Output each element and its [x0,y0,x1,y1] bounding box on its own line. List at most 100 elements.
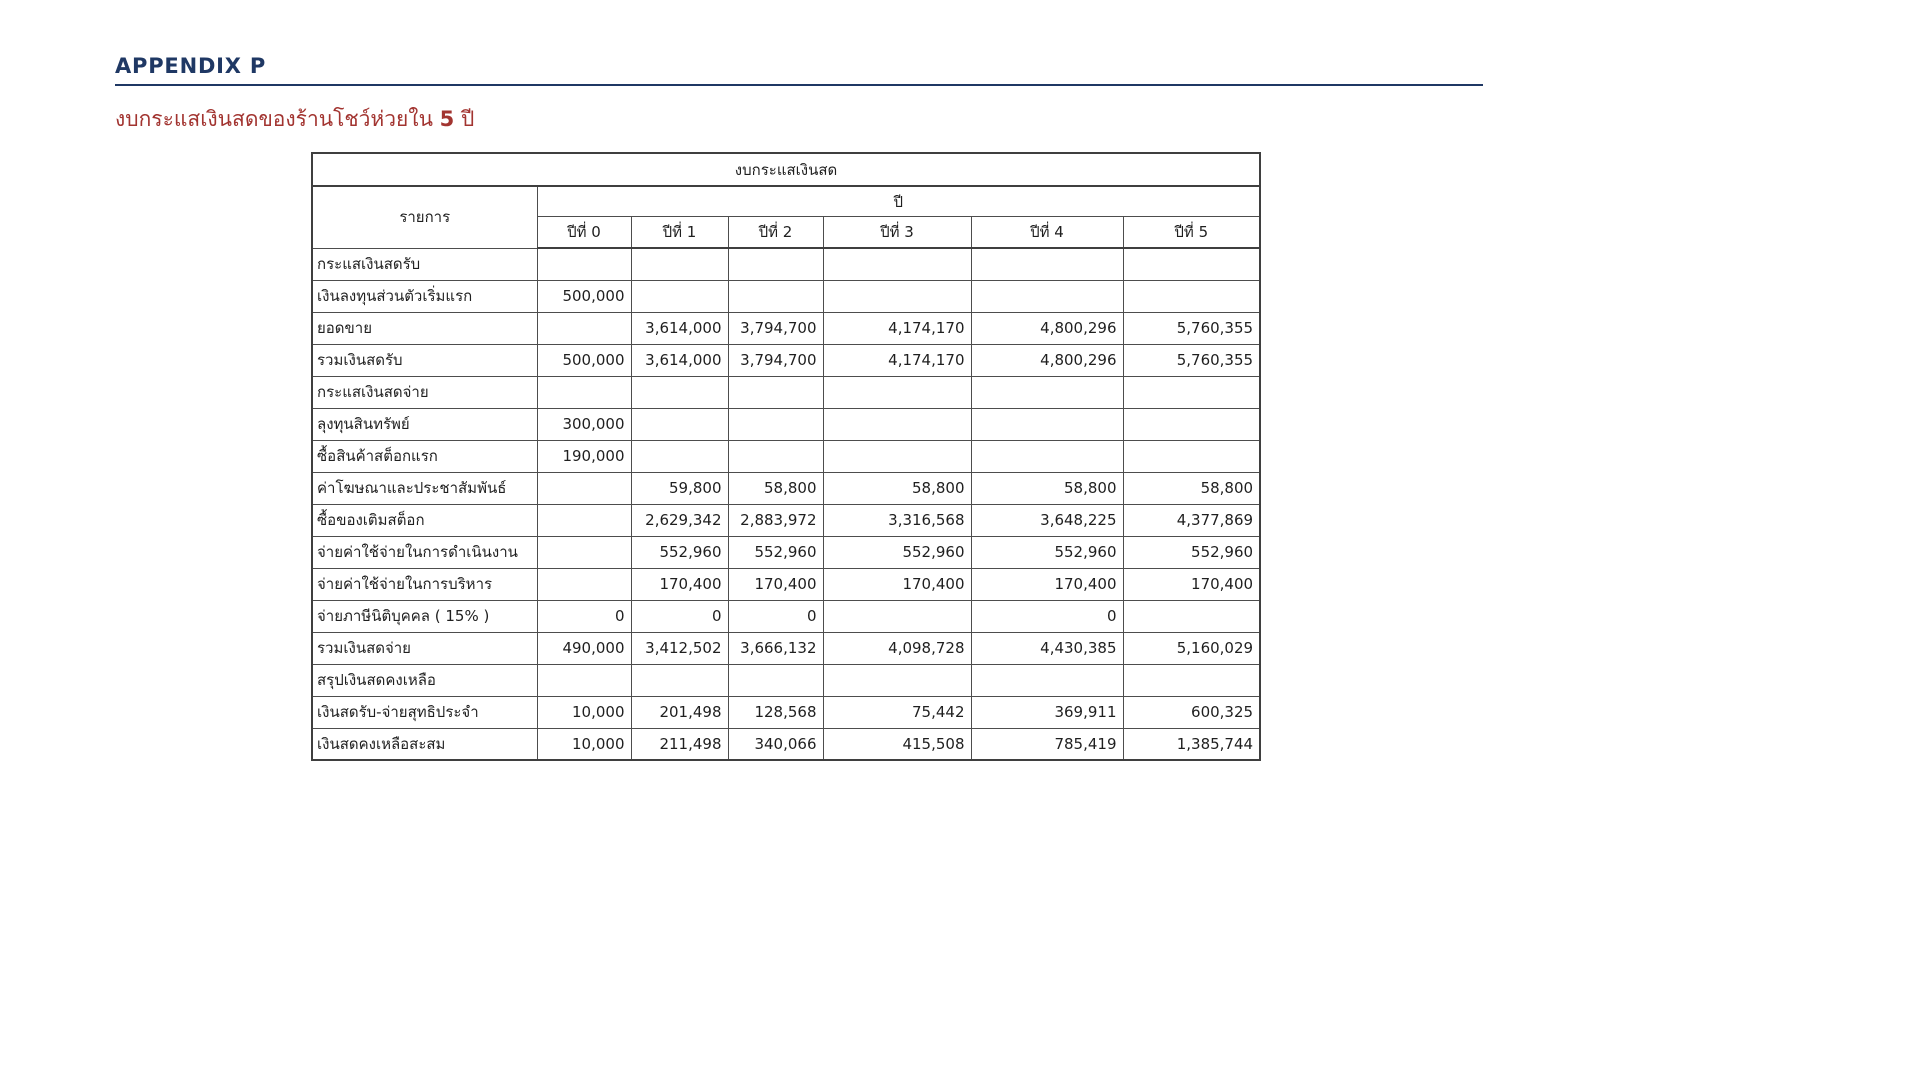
row-value-year-2: 170,400 [727,567,824,601]
row-value-year-1: 2,629,342 [630,503,729,537]
page-title: APPENDIX P [115,54,267,78]
row-label: ซื้อสินค้าสต็อกแรก [311,439,538,473]
row-value-year-4 [970,407,1124,441]
document-subtitle: งบกระแสเงินสดของร้านโชว์ห่วยใน 5 ปี [115,103,474,136]
row-value-year-0 [536,663,632,697]
row-value-year-5: 58,800 [1122,471,1261,505]
table-row: จ่ายภาษีนิติบุคคล ( 15% ) 0 0 0 0 [311,599,1261,633]
row-value-year-1 [630,375,729,409]
row-value-year-5: 4,377,869 [1122,503,1261,537]
row-label: ค่าโฆษณาและประชาสัมพันธ์ [311,471,538,505]
row-value-year-1: 3,614,000 [630,343,729,377]
row-value-year-2 [727,663,824,697]
row-value-year-5: 5,760,355 [1122,343,1261,377]
row-label: สรุปเงินสดคงเหลือ [311,663,538,697]
row-label: จ่ายค่าใช้จ่ายในการดำเนินงาน [311,535,538,569]
row-value-year-0: 0 [536,599,632,633]
row-value-year-2: 340,066 [727,727,824,761]
items-column-header: รายการ [311,185,538,249]
row-value-year-0 [536,535,632,569]
row-value-year-2 [727,439,824,473]
row-label: กระแสเงินสดจ่าย [311,375,538,409]
row-value-year-1: 201,498 [630,695,729,729]
row-value-year-0: 10,000 [536,695,632,729]
row-value-year-2 [727,407,824,441]
row-value-year-2 [727,247,824,281]
appendix-heading-rule: APPENDIX P [115,54,1483,86]
year-column-header: ปีที่ 3 [822,216,972,249]
row-value-year-0: 500,000 [536,343,632,377]
row-value-year-5: 1,385,744 [1122,727,1261,761]
row-label: รวมเงินสดรับ [311,343,538,377]
row-value-year-3: 4,098,728 [822,631,972,665]
year-group-header: ปี [536,185,1261,217]
row-value-year-0 [536,247,632,281]
row-value-year-0 [536,375,632,409]
row-value-year-4 [970,439,1124,473]
row-label: จ่ายภาษีนิติบุคคล ( 15% ) [311,599,538,633]
row-label: ซื้อของเติมสต็อก [311,503,538,537]
row-value-year-2: 3,666,132 [727,631,824,665]
row-value-year-3: 75,442 [822,695,972,729]
row-value-year-5: 5,760,355 [1122,311,1261,345]
row-value-year-5 [1122,599,1261,633]
row-value-year-1: 0 [630,599,729,633]
table-row: กระแสเงินสดจ่าย [311,375,1261,409]
row-value-year-4: 4,800,296 [970,311,1124,345]
row-label: เงินลงทุนส่วนตัวเริ่มแรก [311,279,538,313]
row-label: เงินสดคงเหลือสะสม [311,727,538,761]
row-value-year-3: 58,800 [822,471,972,505]
row-value-year-3 [822,375,972,409]
row-value-year-4: 3,648,225 [970,503,1124,537]
row-value-year-1: 170,400 [630,567,729,601]
row-value-year-2: 58,800 [727,471,824,505]
cash-flow-table: งบกระแสเงินสด รายการ ปี ปีที่ 0 ปีที่ 1 ปี… [311,152,1262,761]
row-value-year-1 [630,279,729,313]
row-value-year-2: 0 [727,599,824,633]
table-row: ลุงทุนสินทรัพย์ 300,000 [311,407,1261,441]
row-value-year-1: 211,498 [630,727,729,761]
row-value-year-4: 58,800 [970,471,1124,505]
row-value-year-1 [630,247,729,281]
row-value-year-3 [822,407,972,441]
table-row: รวมเงินสดรับ 500,000 3,614,000 3,794,700 4,1… [311,343,1261,377]
row-label: จ่ายค่าใช้จ่ายในการบริหาร [311,567,538,601]
row-value-year-5 [1122,407,1261,441]
row-value-year-1 [630,407,729,441]
row-value-year-4 [970,375,1124,409]
table-row: รวมเงินสดจ่าย 490,000 3,412,502 3,666,132 4,… [311,631,1261,665]
row-value-year-2: 2,883,972 [727,503,824,537]
row-label: รวมเงินสดจ่าย [311,631,538,665]
row-label: เงินสดรับ-จ่ายสุทธิประจำ [311,695,538,729]
table-title-row: งบกระแสเงินสด [311,152,1261,187]
row-label: ยอดขาย [311,311,538,345]
row-value-year-0 [536,503,632,537]
row-value-year-5: 5,160,029 [1122,631,1261,665]
row-value-year-4: 552,960 [970,535,1124,569]
row-value-year-0: 500,000 [536,279,632,313]
table-row: กระแสเงินสดรับ [311,247,1261,281]
row-value-year-5: 600,325 [1122,695,1261,729]
table-row: เงินสดคงเหลือสะสม 10,000 211,498 340,066 415… [311,727,1261,761]
row-value-year-2: 552,960 [727,535,824,569]
year-column-header: ปีที่ 1 [630,216,729,249]
table-row: ซื้อสินค้าสต็อกแรก 190,000 [311,439,1261,473]
row-value-year-4 [970,247,1124,281]
row-value-year-0 [536,567,632,601]
row-value-year-5 [1122,247,1261,281]
subtitle-text-trailing: ปี [454,107,475,131]
row-value-year-0: 490,000 [536,631,632,665]
row-value-year-3 [822,599,972,633]
table-title: งบกระแสเงินสด [311,152,1261,187]
row-value-year-3 [822,279,972,313]
row-value-year-1 [630,439,729,473]
row-value-year-2 [727,375,824,409]
row-value-year-3 [822,663,972,697]
row-value-year-4: 4,430,385 [970,631,1124,665]
row-value-year-0 [536,311,632,345]
row-label: กระแสเงินสดรับ [311,247,538,281]
year-column-header: ปีที่ 2 [727,216,824,249]
table-row: สรุปเงินสดคงเหลือ [311,663,1261,697]
row-value-year-2 [727,279,824,313]
